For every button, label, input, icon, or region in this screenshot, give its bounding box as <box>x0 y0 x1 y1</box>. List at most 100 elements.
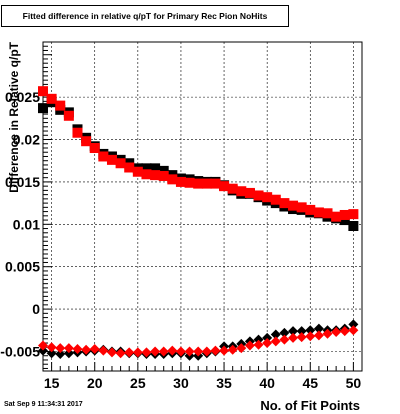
x-tick-label: 35 <box>216 375 232 391</box>
data-point-square <box>98 151 109 162</box>
data-point-diamond <box>63 343 74 354</box>
x-axis-label: No. of Fit Points <box>260 398 360 413</box>
data-point-diamond <box>150 346 161 357</box>
data-point-square <box>305 204 316 215</box>
data-point-square <box>55 100 66 111</box>
data-point-square <box>184 177 195 188</box>
data-point-square <box>46 93 57 104</box>
data-point-diamond <box>210 345 221 356</box>
data-point-diamond <box>132 347 143 358</box>
data-point-square <box>38 103 48 114</box>
data-point-square <box>236 186 247 197</box>
data-point-diamond <box>175 346 186 357</box>
data-point-diamond <box>262 338 273 349</box>
data-point-diamond <box>193 346 204 357</box>
data-point-square <box>175 176 186 187</box>
y-tick-label: 0.01 <box>13 216 40 232</box>
data-point-diamond <box>313 330 324 341</box>
data-point-square <box>288 200 299 211</box>
data-point-diamond <box>270 336 281 347</box>
y-tick-label: 0.02 <box>13 132 40 148</box>
data-point-diamond <box>72 343 83 354</box>
data-point-square <box>158 170 169 181</box>
data-point-diamond <box>288 332 299 343</box>
data-point-diamond <box>322 328 333 339</box>
data-point-square <box>270 194 281 205</box>
data-point-diamond <box>89 343 100 354</box>
data-point-square <box>262 192 273 203</box>
data-point-square <box>253 190 264 201</box>
page-title: Fitted difference in relative q/pT for P… <box>1 5 289 27</box>
data-point-diamond <box>262 332 273 343</box>
data-point-diamond <box>331 326 342 337</box>
data-point-square <box>296 202 307 213</box>
data-point-diamond <box>55 349 66 360</box>
data-point-diamond <box>244 340 255 351</box>
data-point-square <box>141 169 152 180</box>
data-point-square <box>63 110 74 121</box>
data-point-diamond <box>63 348 74 359</box>
data-point-square <box>158 165 169 176</box>
data-point-square <box>81 136 92 147</box>
data-point-diamond <box>296 332 307 343</box>
data-point-diamond <box>115 348 126 359</box>
datestamp: Sat Sep 9 11:34:31 2017 <box>4 401 83 408</box>
data-point-diamond <box>46 342 57 353</box>
data-point-square <box>244 187 255 198</box>
y-tick-label: 0.015 <box>5 174 40 190</box>
data-point-square <box>339 215 350 226</box>
data-point-square <box>115 158 126 169</box>
data-point-diamond <box>227 344 238 355</box>
data-point-diamond <box>253 334 264 345</box>
y-tick-label: 0.005 <box>5 259 40 275</box>
data-point-square <box>89 142 100 153</box>
axis-ticks <box>42 45 363 371</box>
data-point-diamond <box>38 345 48 356</box>
y-tick-label: -0.005 <box>0 343 40 359</box>
x-tick-label: 25 <box>130 375 146 391</box>
data-point-diamond <box>106 347 117 358</box>
data-point-square <box>150 170 161 181</box>
data-point-square <box>167 174 178 185</box>
data-point-square <box>348 209 359 220</box>
data-point-diamond <box>98 345 109 356</box>
data-point-diamond <box>124 347 135 358</box>
data-point-square <box>322 208 333 219</box>
data-point-diamond <box>305 325 316 336</box>
data-point-diamond <box>253 339 264 350</box>
y-axis-label: Difference in Relative q/pT <box>7 41 21 192</box>
data-point-square <box>132 166 143 177</box>
data-point-square <box>124 162 135 173</box>
data-point-square <box>313 207 324 218</box>
data-point-diamond <box>141 347 152 358</box>
x-tick-label: 40 <box>259 375 275 391</box>
x-tick-label: 30 <box>173 375 189 391</box>
data-point-square <box>210 178 221 189</box>
data-point-diamond <box>339 326 350 337</box>
series-square <box>38 86 359 222</box>
data-point-diamond <box>305 331 316 342</box>
data-point-square <box>348 221 359 232</box>
data-point-diamond <box>81 344 92 355</box>
data-point-square <box>141 163 152 174</box>
data-point-diamond <box>296 326 307 337</box>
x-tick-label: 45 <box>302 375 318 391</box>
x-tick-label: 50 <box>346 375 362 391</box>
data-point-square <box>331 211 342 222</box>
data-point-diamond <box>55 343 66 354</box>
data-point-square <box>150 163 161 174</box>
data-point-diamond <box>313 323 324 334</box>
data-markers <box>38 86 359 361</box>
data-point-diamond <box>348 319 359 330</box>
data-point-diamond <box>201 346 212 357</box>
data-point-square <box>201 178 212 189</box>
data-point-square <box>106 154 117 165</box>
data-point-square <box>193 178 204 189</box>
data-point-diamond <box>279 327 290 338</box>
data-point-square <box>38 86 48 97</box>
y-tick-label: 0.025 <box>5 89 40 105</box>
series-diamond <box>38 325 359 359</box>
data-point-square <box>279 198 290 209</box>
data-point-square <box>219 181 230 192</box>
